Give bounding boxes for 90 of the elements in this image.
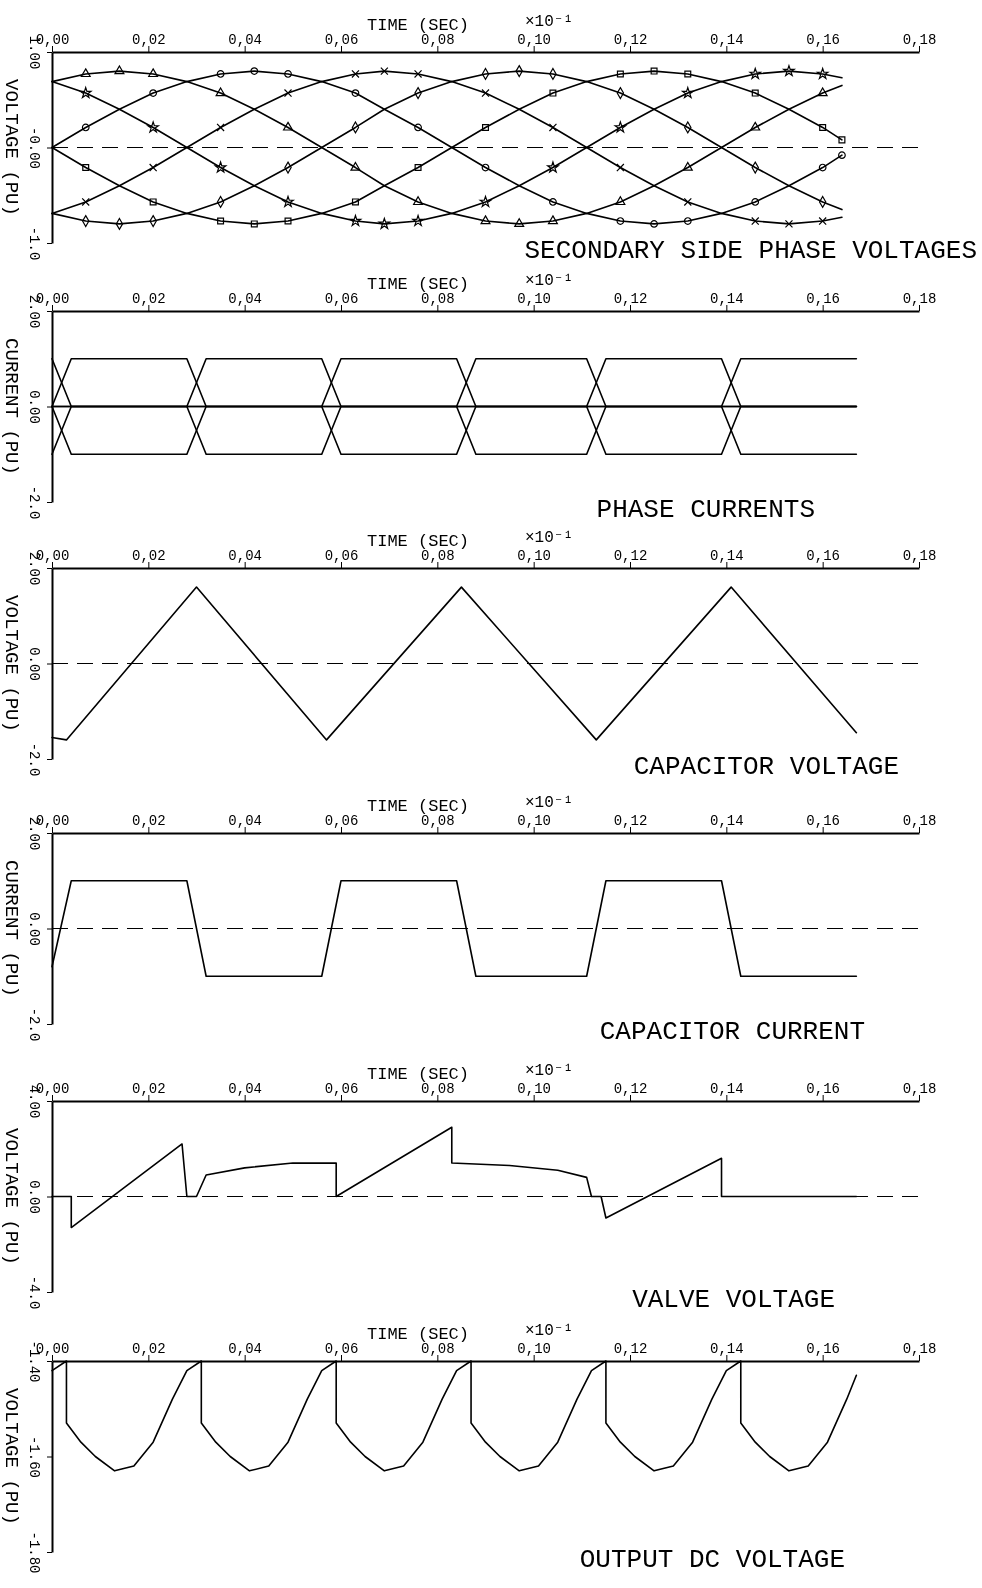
y-axis-title: VOLTAGE (PU) [0,1388,22,1525]
x-tick-label: 0,12 [613,1341,648,1357]
x-tick-label: 0,16 [806,1081,840,1097]
x-tick-label: 0,14 [710,291,744,307]
text: ×10⁻¹ [525,794,574,812]
x-tick-label: 0,16 [806,548,840,564]
x-tick-label: 0,08 [421,291,455,307]
x-axis-title: TIME (SEC) [366,16,470,35]
y-tick-label: -0.00 [26,126,42,170]
text: SECONDARY SIDE PHASE VOLTAGES [524,236,977,266]
y-tick-label: -1.60 [26,1435,42,1479]
x-tick-label: 0,18 [902,291,937,307]
x-tick-label: 0,18 [902,1341,937,1357]
y-axis-title: VOLTAGE (PU) [0,595,22,732]
x-tick-label: 0,02 [132,548,166,564]
x-tick-label: 0,14 [710,813,744,829]
y-tick-label: -4.0 [26,1275,42,1310]
x-tick-label: 0,18 [902,548,937,564]
x-tick-label: 0,16 [806,1341,840,1357]
x-tick-label: 0,12 [613,32,648,48]
x-tick-label: 0,14 [710,32,744,48]
x-tick-label: 0,10 [517,1081,551,1097]
text: CAPACITOR CURRENT [599,1017,865,1047]
x-tick-label: 0,08 [421,32,455,48]
y-axis-title: CURRENT (PU) [0,338,22,475]
x-tick-label: 0,10 [517,1341,551,1357]
x-tick-label: 0,02 [132,291,166,307]
y-tick-label: -1.80 [26,1531,42,1574]
x-tick-label: 0,06 [324,32,359,48]
x-tick-label: 0,06 [324,813,359,829]
y-tick-label: -2.0 [26,1007,42,1042]
x-axis-title: TIME (SEC) [366,1325,470,1344]
x-tick-label: 0,16 [806,291,840,307]
x-tick-label: 0,12 [613,548,648,564]
y-axis-title: VOLTAGE (PU) [0,79,22,216]
x-tick-label: 0,10 [517,813,551,829]
x-tick-label: 0,14 [710,1341,744,1357]
y-tick-label: 0.00 [26,390,42,424]
x-tick-label: 0,12 [613,291,648,307]
x-tick-label: 0,10 [517,32,551,48]
text: ×10⁻¹ [525,529,574,547]
x-tick-label: 0,06 [324,291,359,307]
x-axis-title: TIME (SEC) [366,797,470,816]
x-tick-label: 0,08 [421,1081,455,1097]
x-tick-label: 0,18 [902,1081,937,1097]
x-tick-label: 0,02 [132,32,166,48]
x-tick-label: 0,16 [806,32,840,48]
x-tick-label: 0,18 [902,32,937,48]
x-tick-label: 0,04 [228,1341,262,1357]
x-tick-label: 0,10 [517,291,551,307]
text: ×10⁻¹ [525,1062,574,1080]
x-tick-label: 0,12 [613,813,648,829]
x-tick-label: 0,16 [806,813,840,829]
x-tick-label: 0,06 [324,548,359,564]
x-tick-label: 0,04 [228,813,262,829]
x-tick-label: 0,04 [228,1081,262,1097]
x-tick-label: 0,08 [421,813,455,829]
x-axis-title: TIME (SEC) [366,1065,470,1084]
x-axis-title: TIME (SEC) [366,532,470,551]
y-axis-title: VOLTAGE (PU) [0,1128,22,1265]
x-tick-label: 0,04 [228,32,262,48]
x-tick-label: 0,04 [228,548,262,564]
x-tick-label: 0,06 [324,1081,359,1097]
text: CAPACITOR VOLTAGE [633,752,899,782]
x-tick-label: 0,14 [710,1081,744,1097]
y-tick-label: 0.00 [26,647,42,681]
x-axis-title: TIME (SEC) [366,275,470,294]
x-tick-label: 0,08 [421,548,455,564]
x-tick-label: 0,02 [132,1081,166,1097]
x-tick-label: 0,04 [228,291,262,307]
text: ×10⁻¹ [525,272,574,290]
x-tick-label: 0,08 [421,1341,455,1357]
text: VALVE VOLTAGE [632,1285,835,1315]
y-tick-label: 0.00 [26,1180,42,1214]
text: OUTPUT DC VOLTAGE [579,1545,845,1575]
y-tick-label: -2.0 [26,742,42,777]
x-tick-label: 0,06 [324,1341,359,1357]
x-tick-label: 0,14 [710,548,744,564]
text: PHASE CURRENTS [596,495,815,525]
text: ×10⁻¹ [525,1322,574,1340]
x-tick-label: 0,02 [132,1341,166,1357]
text: ×10⁻¹ [525,13,574,31]
x-tick-label: 0,12 [613,1081,648,1097]
y-tick-label: 0.00 [26,912,42,946]
y-axis-title: CURRENT (PU) [0,860,22,997]
x-tick-label: 0,02 [132,813,166,829]
x-tick-label: 0,10 [517,548,551,564]
y-tick-label: -1.0 [26,226,42,261]
y-tick-label: -2.0 [26,485,42,520]
x-tick-label: 0,18 [902,813,937,829]
